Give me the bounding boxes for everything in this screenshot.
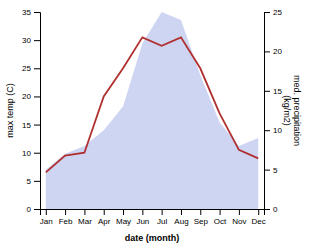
tick-label: 20 (22, 92, 31, 101)
tick-mark (65, 209, 66, 215)
tick-mark (264, 209, 270, 210)
axis-line (41, 210, 265, 216)
x-axis: Jan Feb Mar Apr May Jun Jul Aug Sep Oct Nov Dec (40, 209, 266, 226)
tick-mark (220, 209, 221, 215)
tick: 30 (22, 36, 40, 45)
tick-mark (34, 181, 40, 182)
tick-label: Oct (214, 217, 227, 226)
tick: 10 (264, 126, 282, 135)
tick: Jun (136, 209, 149, 226)
tick-label: May (116, 217, 131, 226)
tick-mark (34, 125, 40, 126)
tick-mark (258, 209, 259, 215)
tick: Apr (98, 209, 111, 226)
tick-mark (264, 91, 270, 92)
tick: Feb (59, 209, 73, 226)
tick-label: 0 (27, 205, 32, 214)
tick-label: 20 (273, 47, 282, 56)
tick-label: Sep (194, 217, 209, 226)
tick-mark (264, 12, 270, 13)
tick: 20 (22, 92, 40, 101)
tick-mark (34, 68, 40, 69)
tick-label: 15 (273, 87, 282, 96)
tick: 20 (264, 47, 282, 56)
tick-label: Nov (232, 217, 246, 226)
tick-mark (181, 209, 182, 215)
tick-label: Jul (157, 217, 167, 226)
tick-mark (264, 130, 270, 131)
tick-label: 0 (273, 205, 278, 214)
tick-label: Jun (136, 217, 149, 226)
area (46, 12, 258, 209)
tick: May (116, 209, 131, 226)
tick: 25 (22, 64, 40, 73)
tick: 15 (264, 87, 282, 96)
axis-title-line: med. precipitation (292, 75, 302, 146)
tick: 10 (22, 149, 40, 158)
tick-mark (34, 12, 40, 13)
tick-label: Jan (40, 217, 53, 226)
tick-mark (84, 209, 85, 215)
tick-mark (162, 209, 163, 215)
marks (46, 12, 258, 209)
tick-mark (264, 170, 270, 171)
tick: 15 (22, 121, 40, 130)
tick-mark (34, 153, 40, 154)
tick-label: 35 (22, 8, 31, 17)
tick-label: 25 (273, 8, 282, 17)
tick: 25 (264, 8, 282, 17)
tick: Nov (232, 209, 246, 226)
tick: Jan (40, 209, 53, 226)
tick-label: Apr (98, 217, 111, 226)
tick-label: Feb (59, 217, 73, 226)
tick: 35 (22, 8, 40, 17)
tick: Aug (174, 209, 188, 226)
chart: Jan Feb Mar Apr May Jun Jul Aug Sep Oct Nov Dec 0 5 10… (0, 0, 318, 247)
tick-mark (123, 209, 124, 215)
tick: Dec (252, 209, 266, 226)
axis-line (265, 13, 271, 210)
y-axis: 0 5 10 15 20 25 30 35 (22, 8, 40, 214)
plot: Jan Feb Mar Apr May Jun Jul Aug Sep Oct Nov Dec 0 5 10… (22, 8, 282, 226)
tick-label: 5 (273, 166, 278, 175)
tick-label: 15 (22, 121, 31, 130)
tick-label: 10 (22, 149, 31, 158)
tick-label: Mar (78, 217, 92, 226)
tick: 0 (27, 205, 40, 214)
axis-title-line: (kg/m2) (282, 95, 292, 126)
line (46, 37, 258, 172)
tick-mark (104, 209, 105, 215)
tick: Mar (78, 209, 92, 226)
tick-label: 5 (27, 177, 32, 186)
tick-mark (46, 209, 47, 215)
tick: 5 (264, 166, 278, 175)
x-axis-title: date (month) (125, 233, 180, 243)
tick-mark (34, 40, 40, 41)
tick-mark (264, 51, 270, 52)
tick: 0 (264, 205, 278, 214)
y2-axis: 0 5 10 15 20 25 (264, 8, 282, 214)
tick: Sep (194, 209, 209, 226)
tick-mark (142, 209, 143, 215)
tick-label: Aug (174, 217, 188, 226)
tick-mark (239, 209, 240, 215)
tick: 5 (27, 177, 40, 186)
tick-mark (34, 96, 40, 97)
tick: Jul (157, 209, 167, 226)
tick-label: 10 (273, 126, 282, 135)
axis-line (34, 13, 41, 210)
y-axis-title: max temp (C) (5, 83, 15, 138)
tick-mark (200, 209, 201, 215)
tick: Oct (214, 209, 227, 226)
tick-label: 30 (22, 36, 31, 45)
tick-mark (34, 209, 40, 210)
y2-axis-title: med. precipitation(kg/m2) (282, 75, 302, 146)
tick-label: 25 (22, 64, 31, 73)
tick-label: Dec (252, 217, 266, 226)
